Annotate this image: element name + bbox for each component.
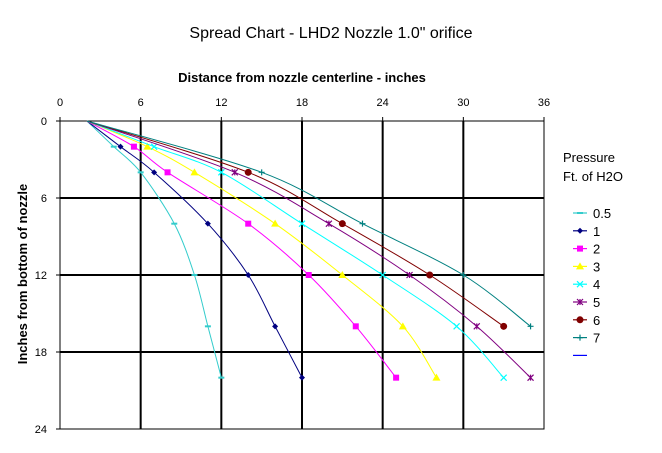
legend-label: 2: [593, 242, 600, 257]
legend-swatch-marker: [576, 280, 584, 288]
data-point: [379, 271, 387, 279]
data-point: [453, 322, 461, 330]
data-point: [244, 168, 252, 176]
legend-label: 5: [593, 295, 600, 310]
x-tick-label: 6: [138, 97, 144, 109]
data-point: [426, 271, 434, 279]
y-tick-label: 12: [35, 270, 47, 282]
data-point: [359, 220, 366, 227]
data-point: [272, 323, 279, 330]
legend-item: 4: [573, 277, 600, 292]
axis-ticks: 0 6 12 18 24 30 36 0 6 12 18 24: [35, 97, 550, 436]
x-axis-label: Distance from nozzle centerline - inches: [178, 70, 426, 85]
data-point: [305, 272, 312, 278]
legend-title-line1: Pressure: [563, 150, 615, 165]
x-tick-label: 12: [215, 97, 227, 109]
legend: Pressure Ft. of H2O 0.5 1 2 3 4 5 6 7: [563, 150, 623, 356]
data-point: [245, 272, 252, 278]
data-point: [325, 220, 333, 228]
data-point: [500, 374, 508, 382]
y-tick-label: 6: [41, 193, 47, 205]
data-point: [190, 168, 199, 176]
legend-item: 5: [573, 295, 600, 310]
data-point: [393, 374, 400, 381]
x-tick-label: 0: [57, 97, 63, 109]
data-point: [245, 220, 252, 227]
series-4: [86, 120, 441, 381]
series-8: [86, 120, 534, 330]
data-point: [338, 220, 346, 228]
y-tick-label: 24: [35, 424, 47, 436]
data-point: [164, 169, 171, 176]
series-group: [86, 120, 534, 382]
data-point: [299, 374, 305, 381]
legend-item: 3: [573, 259, 600, 274]
data-point: [117, 143, 124, 150]
series-line: [86, 120, 504, 327]
data-point: [527, 323, 534, 330]
data-point: [130, 143, 137, 150]
x-tick-label: 36: [538, 97, 550, 109]
x-tick-label: 24: [377, 97, 389, 109]
legend-item: 6: [573, 313, 600, 328]
x-tick-label: 30: [457, 97, 469, 109]
data-point: [231, 168, 239, 176]
series-3: [86, 120, 400, 381]
legend-swatch-marker: [576, 298, 584, 306]
legend-label: 6: [593, 313, 600, 328]
series-6: [86, 120, 534, 382]
y-tick-label: 0: [41, 116, 47, 128]
data-point: [352, 323, 359, 330]
series-1: [86, 120, 225, 379]
y-tick-label: 18: [35, 347, 47, 359]
series-2: [86, 120, 305, 381]
x-tick-label: 18: [296, 97, 308, 109]
data-point: [204, 220, 211, 227]
legend-label: 7: [593, 331, 600, 346]
data-point: [432, 373, 441, 381]
legend-swatch-marker: [577, 245, 583, 252]
data-point: [527, 374, 534, 382]
data-point: [398, 322, 407, 330]
data-point: [151, 169, 158, 176]
chart-title: Spread Chart - LHD2 Nozzle 1.0" orifice: [189, 25, 472, 42]
legend-swatch-marker: [576, 316, 584, 324]
legend-item: 7: [573, 331, 600, 346]
data-point: [298, 220, 306, 228]
legend-label: 4: [593, 277, 600, 292]
data-point: [473, 322, 481, 330]
data-point: [143, 142, 152, 150]
series-5: [86, 120, 508, 382]
legend-swatch-marker: [577, 227, 583, 234]
legend-label: 1: [593, 224, 600, 239]
legend-title-line2: Ft. of H2O: [563, 169, 623, 184]
legend-swatch-marker: [577, 334, 583, 341]
data-point: [258, 169, 265, 176]
data-point: [150, 143, 158, 151]
legend-item: 1: [573, 224, 600, 239]
y-axis-label: Inches from bottom of nozzle: [15, 184, 30, 365]
data-point: [271, 219, 280, 227]
data-point: [460, 272, 467, 278]
legend-item: 0.5: [573, 206, 611, 221]
series-7: [86, 120, 508, 330]
data-point: [217, 168, 225, 176]
legend-label: 0.5: [593, 206, 611, 221]
legend-item: 2: [573, 242, 600, 257]
data-point: [406, 271, 413, 279]
data-point: [500, 322, 508, 330]
data-point: [338, 271, 347, 278]
series-line: [86, 120, 531, 327]
legend-label: 3: [593, 259, 600, 274]
legend-swatch-marker: [576, 262, 584, 270]
